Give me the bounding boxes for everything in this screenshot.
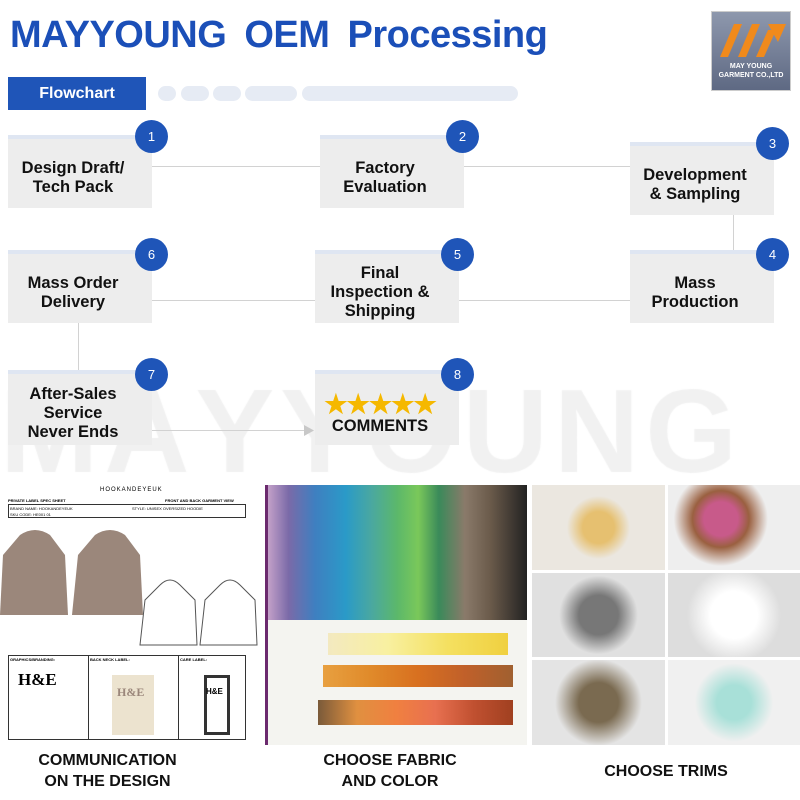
step-label: COMMENTS <box>331 417 429 435</box>
arrow-head-icon <box>304 425 314 436</box>
hoodie-drawings <box>0 530 258 646</box>
caption-trims: CHOOSE TRIMS <box>604 763 728 780</box>
connector <box>78 323 79 370</box>
decor-pill <box>181 86 209 101</box>
trim-buttons-photo <box>532 485 665 570</box>
step-number-badge: 3 <box>756 127 789 160</box>
step-8-box: ★★★★★ COMMENTS <box>315 370 459 445</box>
connector <box>152 166 320 167</box>
he-care: H&E <box>206 687 223 696</box>
step-label: Mass Production <box>651 273 739 311</box>
company-logo: MAY YOUNG GARMENT CO.,LTD <box>711 11 791 91</box>
trim-hang-tags-photo <box>667 572 800 658</box>
connector <box>458 300 630 301</box>
step-2-box: Factory Evaluation <box>320 135 464 208</box>
spec-sku: SKU CODE: HE001 01 <box>10 512 51 517</box>
spec-brand-name: BRAND NAME: HOOKANDEYEUK <box>10 506 73 511</box>
step-5-box: Final Inspection & Shipping <box>315 250 459 323</box>
tab-flowchart[interactable]: Flowchart <box>8 77 146 110</box>
divider <box>265 485 268 745</box>
step-7-box: After-Sales Service Never Ends <box>8 370 152 445</box>
step-number-badge: 6 <box>135 238 168 271</box>
step-3-box: Development & Sampling <box>630 142 774 215</box>
step-label: After-Sales Service Never Ends <box>27 385 119 441</box>
spec-back-neck: BACK NECK LABEL: <box>90 657 130 662</box>
connector <box>733 215 734 250</box>
spec-brand: HOOKANDEYEUK <box>100 487 163 493</box>
trim-leather-patches-photo <box>667 485 800 570</box>
decor-pill <box>302 86 518 101</box>
connector <box>152 300 315 301</box>
spec-care: CARE LABEL: <box>180 657 208 662</box>
step-label: Final Inspection & Shipping <box>330 264 430 320</box>
connector-arrow <box>152 430 306 431</box>
step-number-badge: 1 <box>135 120 168 153</box>
spec-sheet-image: HOOKANDEYEUK PRIVATE LABEL SPEC SHEET FR… <box>0 485 265 745</box>
spec-view: FRONT AND BACK GARMENT VIEW <box>165 498 234 503</box>
he-logo: H&E <box>18 670 57 689</box>
decor-pill <box>245 86 297 101</box>
spec-graphics: GRAPHICS/BRANDING: <box>10 657 56 662</box>
fabric-swatches-image <box>268 485 527 745</box>
step-label: Mass Order Delivery <box>27 273 119 311</box>
caption-design: COMMUNICATION ON THE DESIGN <box>38 752 177 790</box>
step-1-box: Design Draft/ Tech Pack <box>8 135 152 208</box>
trim-metal-plates-photo <box>532 660 665 745</box>
decor-pill <box>213 86 241 101</box>
trim-zipper-pullers-photo <box>532 572 665 658</box>
step-4-box: Mass Production <box>630 250 774 323</box>
he-label: H&E <box>117 685 145 699</box>
spec-style: STYLE: UNISEX OVERSIZED HOODIE <box>132 506 203 511</box>
trims-image-grid <box>532 485 800 745</box>
step-6-box: Mass Order Delivery <box>8 250 152 323</box>
step-number-badge: 5 <box>441 238 474 271</box>
connector <box>462 166 630 167</box>
trim-drawcords-photo <box>667 660 800 745</box>
step-label: Design Draft/ Tech Pack <box>21 158 125 196</box>
five-star-rating: ★★★★★ <box>324 389 437 419</box>
decor-pill <box>158 86 176 101</box>
step-number-badge: 7 <box>135 358 168 391</box>
step-number-badge: 8 <box>441 358 474 391</box>
logo-text: MAY YOUNG GARMENT CO.,LTD <box>718 63 784 79</box>
step-number-badge: 2 <box>446 120 479 153</box>
caption-fabric: CHOOSE FABRIC AND COLOR <box>323 752 457 790</box>
step-label: Factory Evaluation <box>343 158 427 196</box>
spec-title: PRIVATE LABEL SPEC SHEET <box>8 498 66 503</box>
page-title: MAYYOUNG OEM Processing <box>10 14 548 56</box>
step-label: Development & Sampling <box>643 165 747 203</box>
step-number-badge: 4 <box>756 238 789 271</box>
